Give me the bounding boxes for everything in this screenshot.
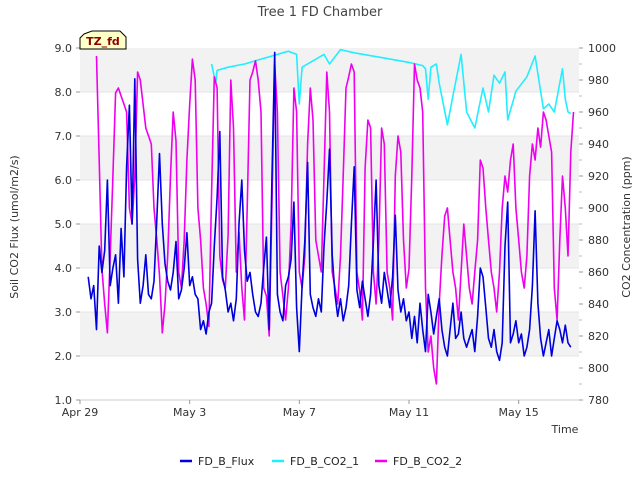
left-y-tick-label: 1.0 <box>55 394 73 407</box>
left-y-axis-title: Soil CO2 Flux (umol/m2/s) <box>8 155 21 298</box>
legend-item: FD_B_CO2_1 <box>272 455 359 468</box>
legend-label: FD_B_CO2_1 <box>290 455 359 468</box>
x-tick-label: May 11 <box>389 406 429 419</box>
left-y-tick-label: 7.0 <box>55 130 73 143</box>
legend-label: FD_B_Flux <box>198 455 255 468</box>
x-tick-label: May 15 <box>499 406 539 419</box>
x-tick-label: May 3 <box>173 406 206 419</box>
legend-label: FD_B_CO2_2 <box>393 455 462 468</box>
left-y-axis: 1.0 2.0 3.0 4.0 5.0 6.0 7.0 8.0 9.0 <box>55 42 80 407</box>
left-y-tick-label: 3.0 <box>55 306 73 319</box>
timezone-badge: TZ_fd <box>79 30 127 50</box>
left-y-tick-label: 6.0 <box>55 174 73 187</box>
series-line-fd-b-co2-2 <box>95 55 575 385</box>
grid-band <box>80 48 579 92</box>
x-axis-title: Time <box>551 423 579 436</box>
right-y-tick-label: 960 <box>588 106 609 119</box>
legend-item: FD_B_CO2_2 <box>375 455 462 468</box>
right-y-tick-label: 940 <box>588 138 609 151</box>
left-y-tick-label: 2.0 <box>55 350 73 363</box>
right-y-tick-label: 880 <box>588 234 609 247</box>
x-axis: Apr 29 May 3 May 7 May 11 May 15 <box>62 399 579 419</box>
right-y-tick-label: 800 <box>588 362 609 375</box>
chart-title: Tree 1 FD Chamber <box>257 5 383 20</box>
right-y-axis: 780 800 820 840 860 880 900 920 940 960 980 1000 <box>579 42 616 407</box>
legend: FD_B_Flux FD_B_CO2_1 FD_B_CO2_2 <box>180 455 462 468</box>
timezone-label: TZ_fd <box>86 35 120 48</box>
left-y-tick-label: 8.0 <box>55 86 73 99</box>
x-tick-label: Apr 29 <box>62 406 99 419</box>
right-y-tick-label: 840 <box>588 298 609 311</box>
series-layer <box>87 48 575 385</box>
right-y-tick-label: 900 <box>588 202 609 215</box>
left-y-tick-label: 5.0 <box>55 218 73 231</box>
right-y-tick-label: 780 <box>588 394 609 407</box>
right-y-tick-label: 920 <box>588 170 609 183</box>
left-y-tick-label: 4.0 <box>55 262 73 275</box>
right-y-tick-label: 1000 <box>588 42 616 55</box>
timezone-badge-box <box>79 30 127 50</box>
right-y-tick-label: 820 <box>588 330 609 343</box>
left-y-tick-label: 9.0 <box>55 42 73 55</box>
grid-band <box>80 312 579 356</box>
grid-band <box>80 180 579 224</box>
legend-item: FD_B_Flux <box>180 455 255 468</box>
right-y-tick-label: 860 <box>588 266 609 279</box>
grid-band <box>80 356 579 400</box>
right-y-tick-label: 980 <box>588 74 609 87</box>
series-line-fd-b-flux <box>87 51 572 362</box>
x-tick-label: May 7 <box>283 406 316 419</box>
series-line-fd-b-co2-1 <box>210 48 572 129</box>
right-y-axis-title: CO2 Concentration (ppm) <box>620 156 633 297</box>
